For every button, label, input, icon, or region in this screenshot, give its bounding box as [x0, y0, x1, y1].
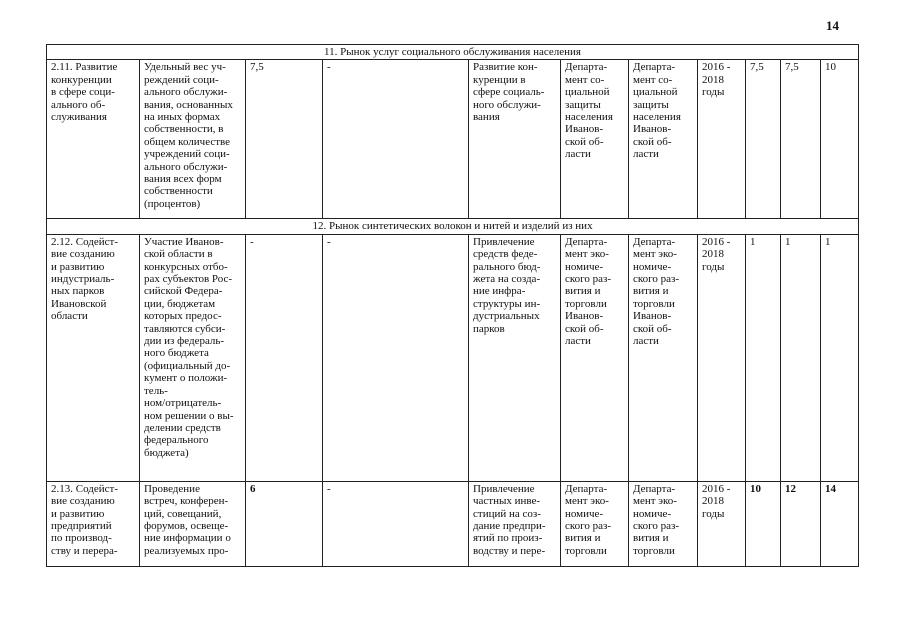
table-cell: Привлечение частных инве- стиций на соз-… [468, 480, 561, 567]
table-cell: Удельный вес уч- реждений соци- ального … [139, 59, 246, 220]
table-row: 2.12. Содейст- вие созданию и развитию и… [46, 233, 860, 482]
table-row: 2.11. Развитие конкуренции в сфере соци-… [46, 59, 860, 220]
table-cell: 2016 - 2018 годы [697, 233, 746, 482]
table-cell: 12 [780, 480, 821, 567]
table-cell: - [322, 480, 469, 567]
table-cell: - [245, 233, 323, 482]
table-cell: 7,5 [745, 59, 781, 220]
table-cell: Департа- мент эко- номиче- ского раз- ви… [560, 480, 629, 567]
measures-table: 11. Рынок услуг социального обслуживания… [45, 43, 860, 567]
section-title: 12. Рынок синтетических волокон и нитей … [45, 218, 860, 235]
table-cell: 2.13. Содейст- вие созданию и развитию п… [46, 480, 140, 567]
table-cell: - [322, 59, 469, 220]
table-cell: Департа- мент эко- номиче- ского раз- ви… [628, 480, 698, 567]
table-cell: 1 [745, 233, 781, 482]
table-cell: 2.12. Содейст- вие созданию и развитию и… [46, 233, 140, 482]
table-cell: Департа- мент со- циальной защиты населе… [628, 59, 698, 220]
table-cell: 6 [245, 480, 323, 567]
section-title: 11. Рынок услуг социального обслуживания… [45, 43, 860, 61]
table-cell: 14 [819, 480, 860, 567]
table-cell: 7,5 [245, 59, 323, 220]
table-cell: Департа- мент со- циальной защиты населе… [560, 59, 629, 220]
table-row: 2.13. Содейст- вие созданию и развитию п… [46, 480, 860, 567]
table-cell: 10 [745, 480, 781, 567]
page-number: 14 [826, 18, 839, 33]
table-cell: Развитие кон- куренции в сфере социаль- … [468, 59, 561, 220]
section-header-row: 12. Рынок синтетических волокон и нитей … [45, 218, 860, 235]
table-cell: 7,5 [780, 59, 821, 220]
table-cell: Проведение встреч, конферен- ций, совеща… [139, 480, 246, 567]
section-header-row: 11. Рынок услуг социального обслуживания… [45, 43, 860, 61]
table-cell: Привлечение средств феде- рального бюд- … [468, 233, 561, 482]
table-cell: Участие Иванов- ской области в конкурсны… [139, 233, 246, 482]
table-cell: 2016 - 2018 годы [697, 59, 746, 220]
table-cell: Департа- мент эко- номиче- ского раз- ви… [628, 233, 698, 482]
table-cell: 10 [819, 59, 860, 220]
table-cell: 2016 - 2018 годы [697, 480, 746, 567]
table-cell: - [322, 233, 469, 482]
table-cell: Департа- мент эко- номиче- ского раз- ви… [560, 233, 629, 482]
table-cell: 2.11. Развитие конкуренции в сфере соци-… [46, 59, 140, 220]
table-cell: 1 [780, 233, 821, 482]
table-cell: 1 [819, 233, 860, 482]
